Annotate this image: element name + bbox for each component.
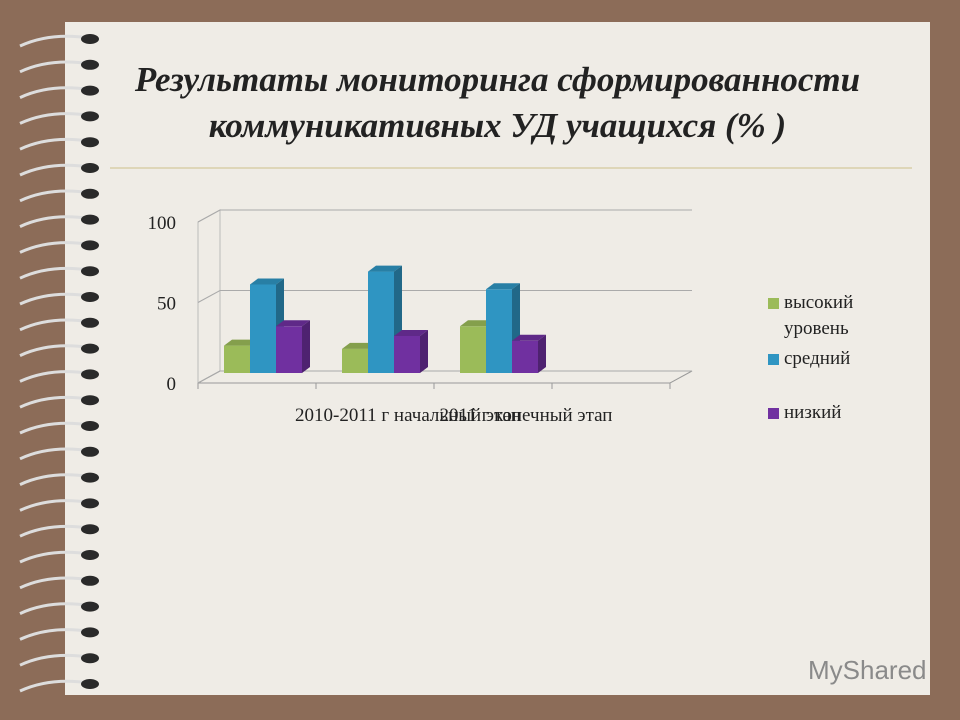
ring-hole — [81, 498, 99, 509]
ring-hole — [81, 550, 99, 560]
ring-hole — [81, 111, 99, 122]
legend-swatch — [768, 298, 779, 309]
bar-front — [394, 335, 420, 373]
x-tick-label: 2010-2011 г начальный этап — [295, 405, 521, 426]
bar-front — [368, 271, 394, 373]
bar-front — [250, 284, 276, 373]
watermark: MyShared — [808, 655, 927, 685]
legend-label: низкий — [784, 402, 842, 423]
ring-hole — [81, 369, 99, 380]
legend-item: высокий уровень — [768, 290, 888, 342]
bar-top — [342, 342, 376, 349]
x-tick-label: 2011 г конечный этап — [440, 405, 613, 426]
ring-hole — [81, 266, 99, 277]
legend-swatch — [768, 354, 779, 365]
bar-front — [342, 348, 368, 373]
bar-front — [460, 326, 486, 373]
legend-label: средний — [784, 348, 851, 369]
bar-front — [512, 340, 538, 373]
legend-item: низкий — [768, 400, 888, 426]
ring-hole — [81, 421, 99, 431]
spiral — [19, 34, 99, 693]
ring-hole — [81, 653, 99, 664]
legend-swatch — [768, 408, 779, 419]
bar-side — [538, 334, 546, 373]
bar-front — [276, 326, 302, 373]
y-tick-label: 0 — [167, 374, 177, 395]
ring-hole — [81, 59, 99, 70]
bar — [394, 329, 428, 373]
ring-hole — [81, 137, 99, 148]
ring-hole — [81, 601, 99, 612]
legend-label: высокий уровень — [784, 292, 854, 339]
bar-top — [250, 278, 284, 285]
bar-top — [224, 339, 258, 346]
ring-hole — [81, 575, 99, 586]
ring-hole — [81, 214, 99, 225]
bar-front — [224, 345, 250, 373]
ring-hole — [81, 317, 99, 328]
ring-hole — [81, 188, 99, 199]
y-tick-label: 100 — [148, 213, 177, 234]
ring-hole — [81, 343, 99, 354]
bar-top — [276, 320, 310, 327]
bar-top — [368, 265, 402, 272]
ring-hole — [81, 292, 99, 302]
ring-hole — [81, 163, 99, 173]
bar — [486, 283, 520, 373]
bar-front — [486, 289, 512, 373]
bar-side — [420, 329, 428, 373]
title-line: Результаты мониторинга сформированности — [134, 60, 861, 99]
ring-hole — [81, 395, 99, 406]
bar-top — [512, 334, 546, 341]
ring-hole — [81, 472, 99, 483]
bar-top — [486, 283, 520, 290]
grid-line — [197, 290, 692, 303]
bar-side — [302, 320, 310, 373]
ring-hole — [81, 240, 99, 251]
ring-hole — [81, 627, 99, 638]
grid-line — [197, 209, 692, 223]
bar — [276, 320, 310, 373]
ring-hole — [81, 524, 99, 535]
ring-hole — [81, 85, 99, 96]
ring-hole — [81, 679, 99, 689]
legend-item: средний — [768, 346, 888, 372]
bar — [512, 334, 546, 373]
bar-top — [460, 320, 494, 327]
bar-top — [394, 329, 428, 336]
ring-hole — [81, 446, 99, 457]
y-tick-label: 50 — [157, 294, 176, 315]
title-line: коммуникативных УД учащихся (% ) — [208, 106, 787, 145]
ring-hole — [81, 34, 99, 44]
